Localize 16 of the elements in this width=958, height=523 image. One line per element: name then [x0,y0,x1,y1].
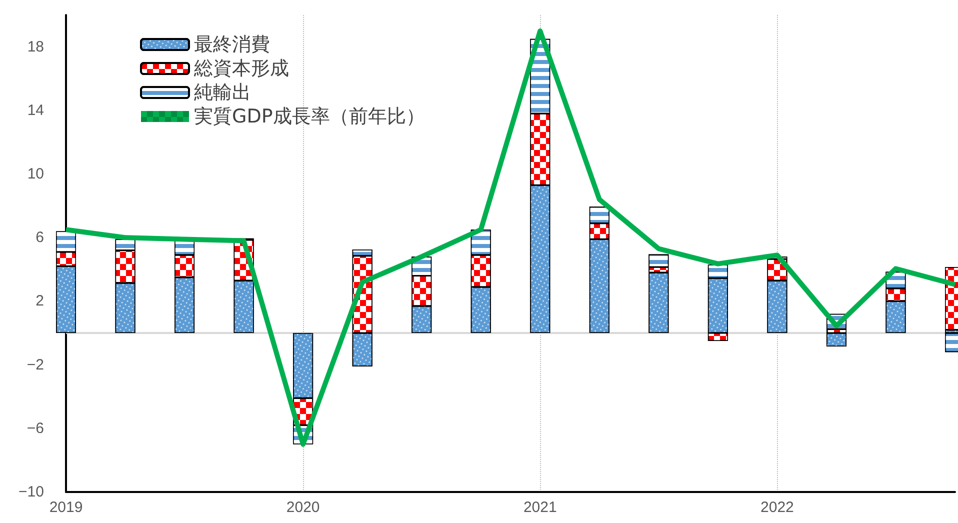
y-tick-label: −6 [26,420,44,437]
y-tick-label: −2 [26,356,44,374]
legend-label: 実質GDP成長率（前年比） [194,106,425,128]
legend-label: 総資本形成 [193,58,289,80]
legend-label: 純輸出 [194,82,251,104]
y-tick-label: 2 [36,292,44,310]
x-tick-label: 2021 [523,499,557,516]
legend-label: 最終消費 [194,34,270,56]
x-tick-label: 2020 [286,499,320,516]
y-tick-label: 18 [27,38,44,56]
y-tick-label: −10 [18,484,44,500]
y-tick-label: 10 [27,166,44,182]
y-tick-label: 14 [27,102,44,119]
x-tick-label: 2019 [49,499,83,516]
y-tick-label: 6 [36,229,44,246]
x-tick-label: 2022 [760,499,794,516]
